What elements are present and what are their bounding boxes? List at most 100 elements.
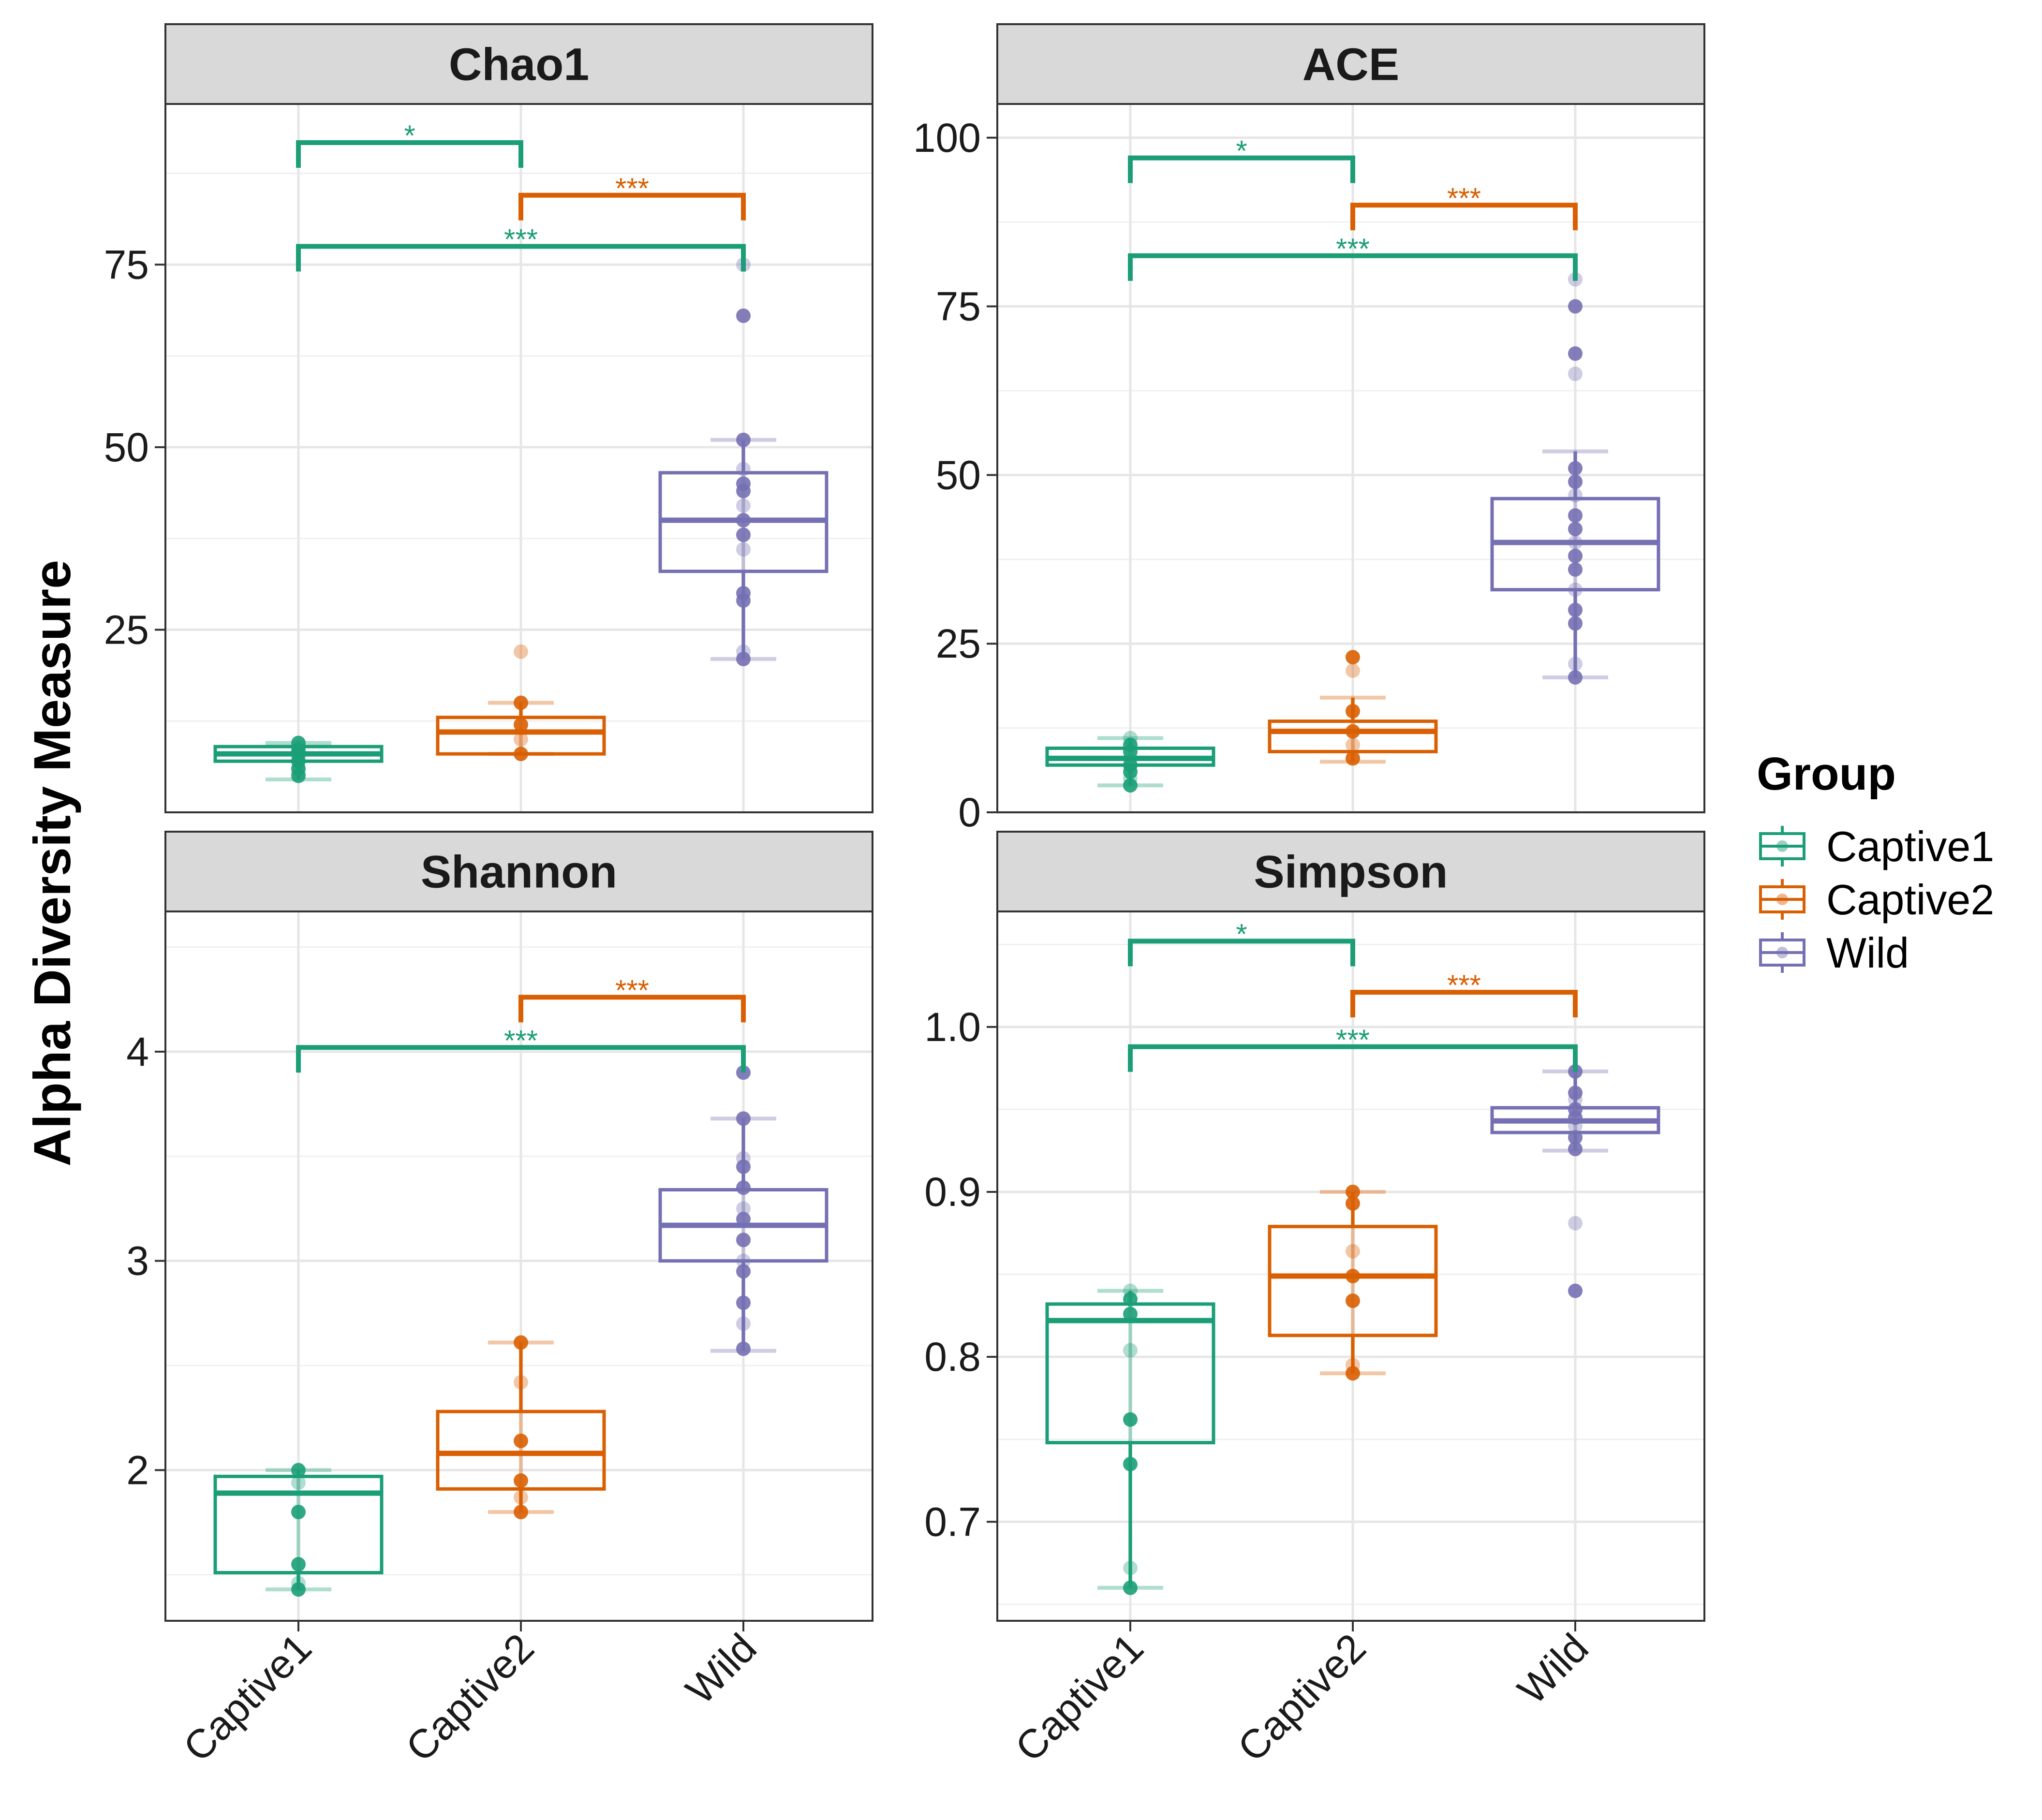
data-point bbox=[1568, 299, 1583, 314]
facet-title: Shannon bbox=[421, 847, 617, 898]
y-tick-label: 0.7 bbox=[924, 1499, 981, 1544]
facet-strip bbox=[164, 23, 873, 105]
data-point bbox=[514, 732, 528, 747]
box-wild bbox=[1490, 1064, 1660, 1298]
data-point bbox=[1568, 461, 1583, 476]
box-wild bbox=[658, 1065, 829, 1356]
bracket-line bbox=[1128, 1044, 1578, 1072]
significance-bracket: *** bbox=[518, 172, 746, 220]
panel-border bbox=[996, 103, 1705, 813]
data-point bbox=[1346, 1184, 1360, 1199]
data-point bbox=[736, 1253, 751, 1268]
y-tick-label: 25 bbox=[104, 607, 149, 652]
bracket-line bbox=[518, 995, 746, 1023]
y-tick-label: 0.9 bbox=[924, 1169, 981, 1215]
box-iqr bbox=[436, 1409, 606, 1491]
data-point bbox=[514, 1473, 528, 1488]
x-tick-label: Captive1 bbox=[175, 1625, 320, 1770]
data-point bbox=[1346, 1358, 1360, 1373]
data-point bbox=[736, 651, 751, 666]
data-point bbox=[736, 308, 751, 323]
panel-background bbox=[997, 911, 1704, 1621]
significance-label: *** bbox=[504, 223, 538, 256]
data-point bbox=[514, 644, 528, 659]
box-captive1 bbox=[213, 1463, 384, 1597]
data-point bbox=[1346, 751, 1360, 766]
panel-border bbox=[164, 103, 873, 813]
data-point bbox=[1568, 474, 1583, 489]
significance-label: *** bbox=[615, 974, 649, 1006]
box-captive2 bbox=[1268, 1184, 1438, 1381]
data-point bbox=[736, 1341, 751, 1356]
box-iqr bbox=[1268, 1225, 1438, 1337]
data-point bbox=[1568, 346, 1583, 361]
legend-label: Wild bbox=[1826, 929, 1909, 977]
data-point bbox=[736, 644, 751, 659]
significance-label: *** bbox=[1336, 233, 1370, 265]
legend-title: Group bbox=[1757, 748, 1896, 800]
data-point bbox=[291, 1463, 306, 1478]
bracket-line bbox=[1128, 155, 1355, 183]
data-point bbox=[1346, 1196, 1360, 1211]
data-point bbox=[736, 1159, 751, 1174]
legend-item-wild: Wild bbox=[1759, 929, 1909, 977]
significance-bracket: * bbox=[1128, 918, 1355, 967]
data-point bbox=[1123, 1560, 1138, 1575]
significance-bracket: *** bbox=[296, 223, 746, 272]
data-point bbox=[1123, 731, 1138, 746]
significance-label: * bbox=[404, 119, 415, 152]
y-axis-label: Alpha Diversity Measure bbox=[23, 560, 81, 1167]
significance-label: *** bbox=[615, 172, 649, 205]
data-point bbox=[736, 542, 751, 557]
data-point bbox=[736, 1151, 751, 1166]
y-tick-label: 50 bbox=[104, 425, 149, 470]
data-point bbox=[736, 462, 751, 477]
data-point bbox=[736, 1264, 751, 1279]
data-point bbox=[1568, 670, 1583, 685]
panel-background bbox=[165, 911, 873, 1621]
data-point bbox=[736, 528, 751, 543]
bracket-line bbox=[296, 140, 523, 168]
significance-bracket: *** bbox=[1128, 233, 1578, 281]
legend-item-captive1: Captive1 bbox=[1759, 822, 1994, 870]
y-tick-label: 75 bbox=[104, 242, 149, 287]
significance-label: *** bbox=[504, 1024, 538, 1057]
y-tick-label: 0 bbox=[958, 790, 981, 835]
data-point bbox=[514, 1335, 528, 1350]
data-point bbox=[1346, 1244, 1360, 1259]
legend-label: Captive1 bbox=[1826, 822, 1994, 870]
data-point bbox=[736, 513, 751, 528]
y-tick-label: 4 bbox=[126, 1029, 149, 1074]
legend-label: Captive2 bbox=[1826, 876, 1994, 924]
data-point bbox=[291, 1475, 306, 1490]
data-point bbox=[1568, 1086, 1583, 1101]
y-tick-label: 3 bbox=[126, 1238, 149, 1284]
data-point bbox=[1568, 562, 1583, 577]
data-point bbox=[736, 1111, 751, 1126]
data-point bbox=[1568, 488, 1583, 503]
significance-bracket: * bbox=[296, 119, 523, 168]
data-point bbox=[736, 1295, 751, 1310]
data-point bbox=[1568, 657, 1583, 672]
significance-bracket: *** bbox=[1350, 182, 1578, 231]
y-tick-label: 50 bbox=[936, 452, 981, 498]
data-point bbox=[1568, 1142, 1583, 1157]
legend: Group Captive1 Captive2 Wild bbox=[1757, 748, 1994, 977]
y-tick-label: 100 bbox=[913, 115, 981, 161]
box-captive2 bbox=[436, 1335, 606, 1519]
data-point bbox=[1568, 1102, 1583, 1117]
panel-border bbox=[164, 910, 873, 1622]
data-point bbox=[1346, 663, 1360, 678]
y-tick-label: 75 bbox=[936, 284, 981, 329]
data-point bbox=[1123, 1306, 1138, 1321]
data-point bbox=[1568, 522, 1583, 536]
significance-label: * bbox=[1236, 918, 1247, 950]
box-captive1 bbox=[1045, 731, 1215, 793]
legend-key-point bbox=[1776, 947, 1788, 958]
significance-bracket: *** bbox=[1350, 969, 1578, 1018]
data-point bbox=[291, 1504, 306, 1519]
data-point bbox=[1346, 724, 1360, 739]
bracket-line bbox=[1128, 253, 1578, 281]
